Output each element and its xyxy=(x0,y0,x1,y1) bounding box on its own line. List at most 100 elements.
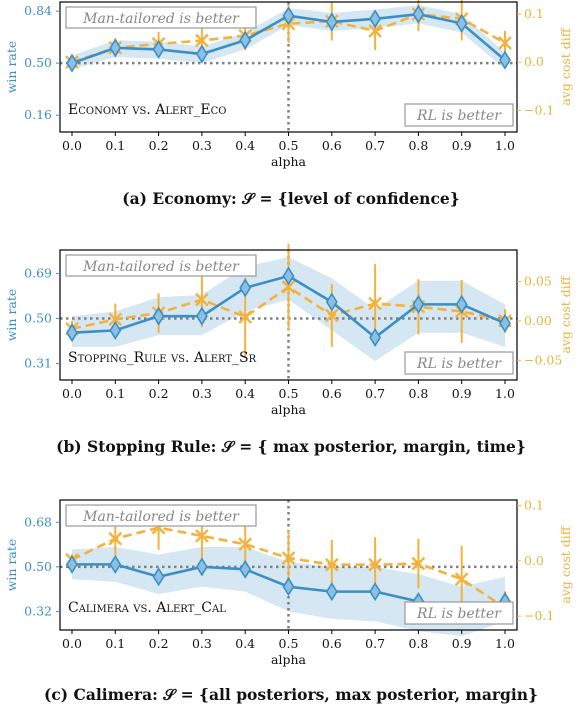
x-tick-label: 0.2 xyxy=(149,636,169,651)
cost-diff-point xyxy=(195,292,209,307)
x-tick-label: 0.1 xyxy=(105,138,125,153)
left-axis-label: win rate xyxy=(4,289,19,342)
x-tick-label: 0.4 xyxy=(235,386,255,401)
win-rate-point xyxy=(152,306,165,326)
win-rate-point xyxy=(282,577,295,597)
left-tick-label: 0.50 xyxy=(24,55,52,70)
chart-panel-a: Man-tailored is better RL is better Econom… xyxy=(4,0,573,208)
cost-diff-point xyxy=(195,33,209,48)
panel-caption: (a) Economy: 𝒮 = {level of confidence} xyxy=(122,189,459,208)
win-rate-point xyxy=(412,4,425,24)
cost-diff-point xyxy=(324,308,339,323)
cost-diff-line xyxy=(71,12,506,64)
win-rate-point xyxy=(369,9,382,29)
panel-caption: (b) Stopping Rule: 𝒮 = { max posterior, … xyxy=(56,437,526,456)
x-axis-label: alpha xyxy=(271,652,307,667)
inset-label: Stopping_Rule vs. Alert_Sr xyxy=(68,350,257,366)
x-tick-label: 1.0 xyxy=(495,138,515,153)
win-rate-point xyxy=(195,44,208,64)
cost-diff-point xyxy=(368,557,382,572)
win-rate-point xyxy=(412,294,425,314)
annotation-bottom-box xyxy=(404,601,514,625)
right-tick-label: 0.0 xyxy=(524,54,544,69)
left-tick-label: 0.31 xyxy=(24,355,52,370)
cost-diff-point xyxy=(238,310,253,324)
right-axis-label: avg cost diff xyxy=(558,275,573,353)
annotation-top-box xyxy=(65,254,257,277)
right-tick-label: 0.00 xyxy=(524,313,552,328)
win-rate-point xyxy=(66,554,78,574)
annotation-bottom-label: RL is better xyxy=(416,108,502,124)
annotation-top-label: Man-tailored is better xyxy=(82,509,240,525)
x-tick-label: 0.5 xyxy=(279,386,299,401)
x-tick-label: 0.0 xyxy=(62,138,82,153)
win-rate-point xyxy=(455,294,468,314)
cost-diff-point xyxy=(411,556,426,571)
x-axis-label: alpha xyxy=(271,154,307,169)
right-axis-label: avg cost diff xyxy=(558,525,573,603)
x-tick-label: 0.6 xyxy=(322,636,342,651)
right-tick-label: −0.05 xyxy=(524,352,562,367)
right-tick-label: −0.1 xyxy=(524,608,554,623)
cost-diff-point xyxy=(238,537,253,552)
win-rate-band xyxy=(72,5,505,70)
win-rate-point xyxy=(152,39,165,59)
annotation-bottom-box xyxy=(404,351,514,375)
inset-label: Economy vs. Alert_Eco xyxy=(68,102,226,118)
x-tick-label: 0.7 xyxy=(365,636,385,651)
right-tick-label: 0.1 xyxy=(524,498,544,513)
annotation-bottom-box xyxy=(404,103,514,127)
win-rate-point xyxy=(325,582,338,602)
win-rate-point xyxy=(195,557,208,577)
x-tick-label: 1.0 xyxy=(495,636,515,651)
left-tick-label: 0.68 xyxy=(24,514,52,529)
x-tick-label: 0.3 xyxy=(192,386,212,401)
x-tick-label: 0.9 xyxy=(452,386,472,401)
cost-diff-point xyxy=(324,557,339,572)
x-tick-label: 0.2 xyxy=(149,138,169,153)
x-tick-label: 0.4 xyxy=(235,138,255,153)
win-rate-point xyxy=(282,6,295,26)
annotation-top-box xyxy=(65,504,257,527)
annotation-top: Man-tailored is better xyxy=(65,6,257,29)
cost-diff-point xyxy=(498,36,512,50)
cost-diff-point xyxy=(108,312,123,327)
annotation-bottom: RL is better xyxy=(404,103,514,127)
cost-diff-point xyxy=(454,572,469,586)
x-tick-label: 0.7 xyxy=(365,386,385,401)
left-tick-label: 0.32 xyxy=(24,603,52,618)
right-tick-label: 0.0 xyxy=(524,553,544,568)
chart-panel-c: Man-tailored is better RL is better Calime… xyxy=(4,498,573,704)
annotation-top-label: Man-tailored is better xyxy=(82,259,240,275)
win-rate-point xyxy=(109,554,122,574)
x-tick-label: 0.7 xyxy=(365,138,385,153)
win-rate-point xyxy=(325,292,338,312)
x-tick-label: 0.0 xyxy=(62,386,82,401)
right-tick-label: 0.05 xyxy=(524,274,552,289)
annotation-bottom: RL is better xyxy=(404,601,514,625)
chart-panel-b: Man-tailored is better RL is better Stoppi… xyxy=(4,243,573,456)
left-tick-label: 0.50 xyxy=(24,311,52,326)
annotation-top: Man-tailored is better xyxy=(65,254,257,277)
cost-diff-point xyxy=(281,280,296,294)
left-tick-label: 0.84 xyxy=(24,3,52,18)
x-tick-label: 0.3 xyxy=(192,138,212,153)
x-tick-label: 0.8 xyxy=(408,636,428,651)
x-tick-label: 0.1 xyxy=(105,636,125,651)
win-rate-point xyxy=(499,50,511,70)
x-tick-label: 0.8 xyxy=(408,386,428,401)
cost-diff-point xyxy=(281,551,296,565)
annotation-top-label: Man-tailored is better xyxy=(82,11,240,27)
win-rate-point xyxy=(325,12,338,32)
x-tick-label: 0.9 xyxy=(452,636,472,651)
win-rate-point xyxy=(499,313,511,333)
x-tick-label: 0.8 xyxy=(408,138,428,153)
x-tick-label: 0.5 xyxy=(279,636,299,651)
cost-diff-point xyxy=(108,531,123,546)
inset-label: Calimera vs. Alert_Cal xyxy=(68,600,226,616)
x-tick-label: 0.6 xyxy=(322,386,342,401)
cost-diff-point xyxy=(368,24,382,38)
win-rate-point xyxy=(66,53,78,73)
win-rate-point xyxy=(239,559,252,579)
